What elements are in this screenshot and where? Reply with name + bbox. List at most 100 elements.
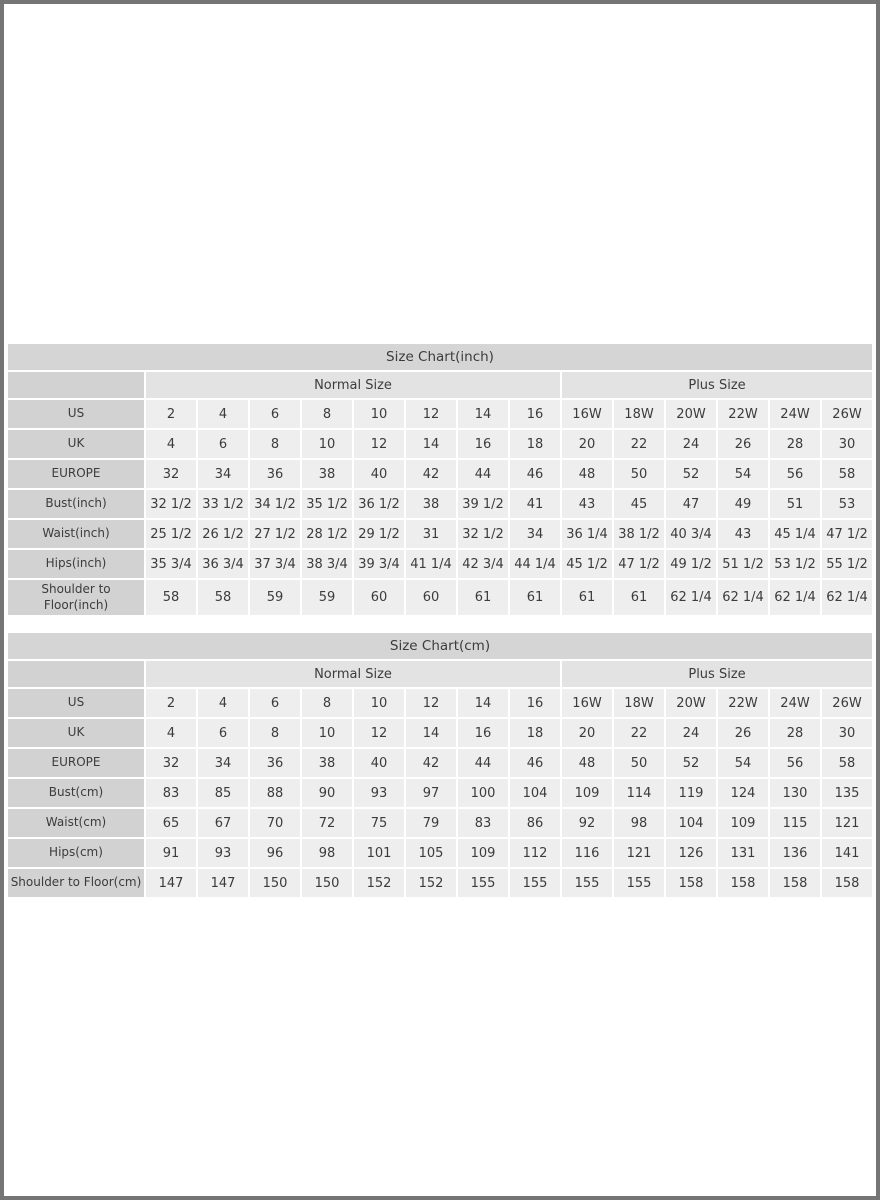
value-cell: 44: [458, 749, 508, 778]
value-cell: 60: [406, 580, 456, 616]
value-cell: 72: [302, 809, 352, 838]
value-cell: 100: [458, 779, 508, 808]
value-cell: 131: [718, 839, 768, 868]
row-label: US: [8, 689, 144, 718]
value-cell: 22: [614, 430, 664, 458]
value-cell: 38: [302, 749, 352, 778]
table-row: UK 4 6 8 10 12 14 16 18 20 22 24 26 28 30: [8, 719, 872, 748]
value-cell: 158: [666, 869, 716, 898]
value-cell: 109: [458, 839, 508, 868]
row-label: Bust(cm): [8, 779, 144, 808]
value-cell: 54: [718, 749, 768, 778]
table-row: Bust(cm) 83 85 88 90 93 97 100 104 109 114 119 124 13…: [8, 779, 872, 808]
value-cell: 44: [458, 460, 508, 488]
value-cell: 24W: [770, 400, 820, 428]
value-cell: 67: [198, 809, 248, 838]
value-cell: 28 1/2: [302, 520, 352, 548]
value-cell: 150: [302, 869, 352, 898]
value-cell: 22W: [718, 689, 768, 718]
value-cell: 36: [250, 460, 300, 488]
value-cell: 4: [198, 689, 248, 718]
value-cell: 115: [770, 809, 820, 838]
group-header-row: Normal Size Plus Size: [8, 661, 872, 688]
value-cell: 20: [562, 430, 612, 458]
value-cell: 14: [406, 719, 456, 748]
table-title-row: Size Chart(inch): [8, 344, 872, 370]
size-chart-inch-table: Size Chart(inch) Normal Size Plus Size US 2 4…: [6, 342, 874, 617]
value-cell: 50: [614, 749, 664, 778]
value-cell: 150: [250, 869, 300, 898]
value-cell: 24: [666, 719, 716, 748]
value-cell: 20W: [666, 689, 716, 718]
value-cell: 16: [510, 689, 560, 718]
value-cell: 116: [562, 839, 612, 868]
value-cell: 98: [614, 809, 664, 838]
row-label: Hips(cm): [8, 839, 144, 868]
value-cell: 32 1/2: [458, 520, 508, 548]
value-cell: 51 1/2: [718, 550, 768, 578]
value-cell: 16: [510, 400, 560, 428]
value-cell: 61: [510, 580, 560, 616]
value-cell: 147: [146, 869, 196, 898]
value-cell: 10: [354, 400, 404, 428]
value-cell: 38: [406, 490, 456, 518]
value-cell: 10: [354, 689, 404, 718]
value-cell: 121: [822, 809, 872, 838]
value-cell: 70: [250, 809, 300, 838]
value-cell: 54: [718, 460, 768, 488]
table-row: Shoulder to Floor(cm) 147 147 150 150 152 152 1…: [8, 869, 872, 898]
value-cell: 47 1/2: [614, 550, 664, 578]
value-cell: 12: [354, 430, 404, 458]
value-cell: 61: [562, 580, 612, 616]
value-cell: 52: [666, 460, 716, 488]
value-cell: 158: [822, 869, 872, 898]
row-label: UK: [8, 430, 144, 458]
size-chart-cm-table: Size Chart(cm) Normal Size Plus Size US 2 4 6 8…: [6, 631, 874, 899]
value-cell: 4: [146, 430, 196, 458]
value-cell: 32: [146, 460, 196, 488]
value-cell: 62 1/4: [822, 580, 872, 616]
value-cell: 36 1/4: [562, 520, 612, 548]
value-cell: 104: [666, 809, 716, 838]
value-cell: 12: [354, 719, 404, 748]
value-cell: 42 3/4: [458, 550, 508, 578]
value-cell: 34: [198, 749, 248, 778]
value-cell: 45 1/4: [770, 520, 820, 548]
value-cell: 49 1/2: [666, 550, 716, 578]
table-row: UK 4 6 8 10 12 14 16 18 20 22 24 26 28 30: [8, 430, 872, 458]
value-cell: 22W: [718, 400, 768, 428]
value-cell: 36 3/4: [198, 550, 248, 578]
table-row: EUROPE 32 34 36 38 40 42 44 46 48 50 52 54 56 58: [8, 749, 872, 778]
value-cell: 39 3/4: [354, 550, 404, 578]
value-cell: 38 1/2: [614, 520, 664, 548]
value-cell: 59: [250, 580, 300, 616]
value-cell: 39 1/2: [458, 490, 508, 518]
value-cell: 6: [250, 400, 300, 428]
value-cell: 61: [614, 580, 664, 616]
value-cell: 14: [458, 400, 508, 428]
value-cell: 46: [510, 749, 560, 778]
value-cell: 42: [406, 460, 456, 488]
value-cell: 26W: [822, 400, 872, 428]
corner-cell: [8, 372, 144, 398]
value-cell: 152: [354, 869, 404, 898]
value-cell: 92: [562, 809, 612, 838]
value-cell: 27 1/2: [250, 520, 300, 548]
row-label: Shoulder to Floor(cm): [8, 869, 144, 898]
group-header-plus-size: Plus Size: [562, 661, 872, 688]
value-cell: 97: [406, 779, 456, 808]
value-cell: 26: [718, 430, 768, 458]
value-cell: 60: [354, 580, 404, 616]
row-label: EUROPE: [8, 749, 144, 778]
value-cell: 18: [510, 719, 560, 748]
value-cell: 61: [458, 580, 508, 616]
value-cell: 112: [510, 839, 560, 868]
value-cell: 22: [614, 719, 664, 748]
value-cell: 79: [406, 809, 456, 838]
group-header-normal-size: Normal Size: [146, 372, 560, 398]
value-cell: 141: [822, 839, 872, 868]
corner-cell: [8, 661, 144, 688]
value-cell: 47: [666, 490, 716, 518]
value-cell: 6: [198, 430, 248, 458]
value-cell: 98: [302, 839, 352, 868]
